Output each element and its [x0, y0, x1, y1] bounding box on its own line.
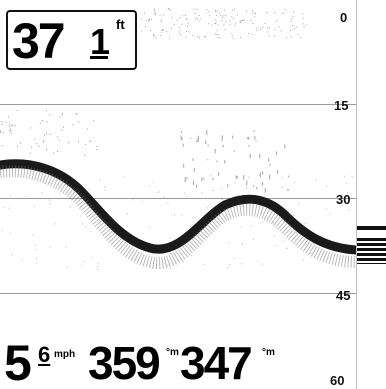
scale-label-0: 0 [340, 10, 347, 25]
depth-marker [357, 226, 386, 230]
depth-readout: 37 1 ft [6, 10, 137, 70]
speed-unit: mph [54, 350, 75, 360]
bottom-shadow [0, 171, 356, 263]
scale-label-15: 15 [334, 98, 348, 113]
heading-value: 359 [88, 340, 159, 386]
speed-tenths: 6 [38, 344, 50, 366]
depth-whole: 37 [12, 16, 64, 66]
track-unit: °m [262, 348, 275, 358]
scale-label-60: 60 [330, 373, 344, 388]
speed-whole: 5 [4, 338, 30, 388]
depth-tenths: 1 [90, 24, 108, 60]
depth-unit: ft [116, 18, 125, 31]
scale-label-30: 30 [336, 192, 350, 207]
depth-marker-bar [357, 238, 386, 264]
scale-label-45: 45 [336, 288, 350, 303]
heading-unit: °m [166, 348, 179, 358]
track-value: 347 [180, 340, 251, 386]
scale-panel [356, 0, 386, 389]
